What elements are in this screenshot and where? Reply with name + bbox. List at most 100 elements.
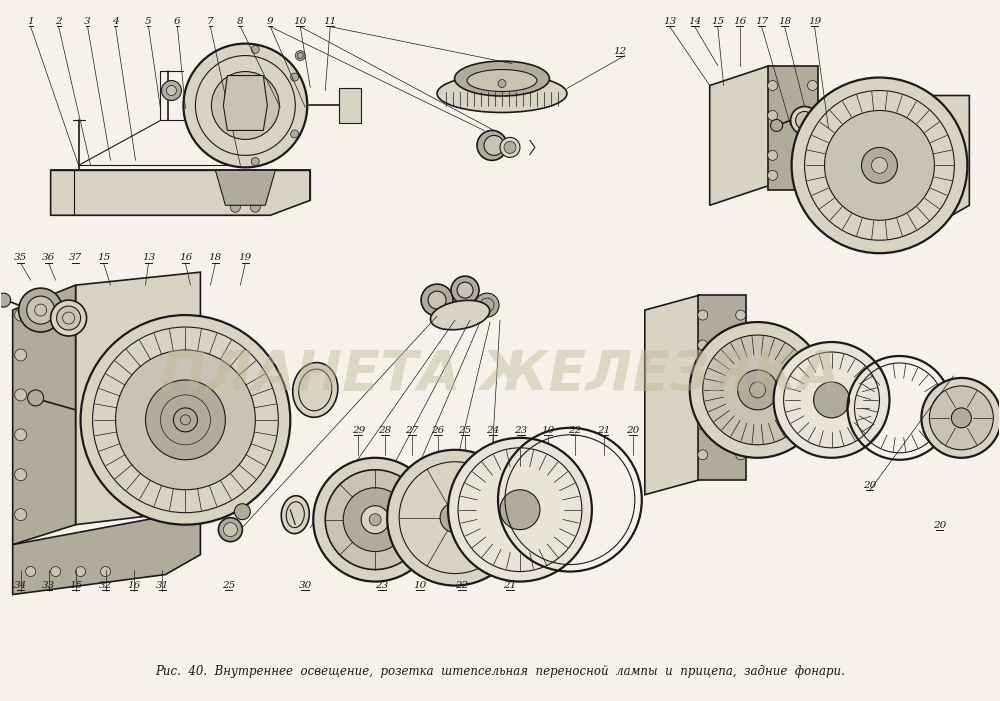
Text: Рис.  40.  Внутреннее  освещение,  розетка  штепсельная  переносной  лампы  и  п: Рис. 40. Внутреннее освещение, розетка ш…: [155, 665, 845, 678]
Circle shape: [51, 300, 87, 336]
Circle shape: [698, 380, 708, 390]
Circle shape: [774, 342, 889, 458]
Circle shape: [26, 566, 36, 576]
Text: 20: 20: [863, 481, 876, 490]
Circle shape: [736, 380, 746, 390]
Polygon shape: [76, 272, 200, 524]
Text: 15: 15: [97, 253, 110, 262]
Text: 35: 35: [14, 253, 27, 262]
Text: 36: 36: [42, 253, 55, 262]
Circle shape: [921, 378, 1000, 458]
Text: 19: 19: [239, 253, 252, 262]
Circle shape: [51, 566, 61, 576]
Circle shape: [500, 490, 540, 530]
Polygon shape: [645, 295, 700, 495]
Bar: [339, 88, 361, 123]
Circle shape: [951, 408, 971, 428]
Circle shape: [768, 151, 778, 161]
Polygon shape: [934, 95, 969, 225]
Circle shape: [428, 291, 446, 309]
Circle shape: [808, 170, 818, 180]
Circle shape: [0, 293, 11, 307]
Ellipse shape: [437, 74, 567, 112]
Text: 10: 10: [294, 17, 307, 26]
Circle shape: [698, 450, 708, 460]
Text: 15: 15: [69, 580, 82, 590]
Text: 19: 19: [808, 17, 821, 26]
Circle shape: [736, 420, 746, 430]
Circle shape: [15, 509, 27, 521]
Text: 37: 37: [69, 253, 82, 262]
Circle shape: [421, 284, 453, 316]
Circle shape: [825, 111, 934, 220]
Circle shape: [116, 350, 255, 490]
Circle shape: [457, 282, 473, 298]
Circle shape: [814, 382, 850, 418]
Text: 23: 23: [376, 580, 389, 590]
Text: 12: 12: [613, 46, 626, 55]
Circle shape: [291, 73, 299, 81]
Text: 18: 18: [778, 17, 791, 26]
Circle shape: [736, 310, 746, 320]
Circle shape: [768, 81, 778, 90]
Circle shape: [440, 503, 470, 533]
Circle shape: [738, 370, 778, 410]
Circle shape: [796, 111, 814, 130]
Text: 22: 22: [455, 580, 469, 590]
Circle shape: [861, 147, 897, 184]
Circle shape: [703, 335, 813, 445]
Text: 4: 4: [112, 17, 119, 26]
Text: 25: 25: [222, 580, 235, 590]
Circle shape: [161, 81, 181, 100]
Circle shape: [504, 142, 516, 154]
Circle shape: [484, 135, 504, 156]
Circle shape: [28, 390, 44, 406]
Circle shape: [698, 340, 708, 350]
Text: 32: 32: [99, 580, 112, 590]
Circle shape: [387, 450, 523, 585]
Circle shape: [808, 81, 818, 90]
Polygon shape: [51, 170, 310, 215]
Circle shape: [451, 276, 479, 304]
Text: 21: 21: [597, 426, 610, 435]
Circle shape: [369, 514, 381, 526]
Bar: [768, 66, 818, 190]
Text: 26: 26: [431, 426, 445, 435]
Polygon shape: [13, 285, 76, 545]
Text: 11: 11: [324, 17, 337, 26]
Circle shape: [183, 43, 307, 168]
Circle shape: [250, 203, 260, 212]
Circle shape: [500, 137, 520, 158]
Circle shape: [291, 130, 299, 138]
Ellipse shape: [293, 362, 338, 417]
Text: 10: 10: [541, 426, 555, 435]
Text: 20: 20: [626, 426, 639, 435]
Circle shape: [27, 296, 55, 324]
Text: 18: 18: [209, 253, 222, 262]
Circle shape: [823, 123, 835, 135]
Circle shape: [791, 107, 819, 135]
Circle shape: [218, 517, 242, 542]
Text: 1: 1: [27, 17, 34, 26]
Text: 9: 9: [267, 17, 274, 26]
Text: 5: 5: [145, 17, 152, 26]
Circle shape: [211, 72, 279, 139]
Circle shape: [15, 469, 27, 481]
Circle shape: [361, 505, 389, 533]
Circle shape: [101, 566, 111, 576]
Circle shape: [771, 119, 783, 131]
Circle shape: [343, 488, 407, 552]
Circle shape: [230, 203, 240, 212]
Text: 13: 13: [663, 17, 676, 26]
Circle shape: [871, 158, 887, 173]
Ellipse shape: [430, 300, 490, 329]
Circle shape: [698, 310, 708, 320]
Circle shape: [768, 170, 778, 180]
Text: 3: 3: [84, 17, 91, 26]
Circle shape: [698, 420, 708, 430]
Bar: [698, 295, 746, 479]
Polygon shape: [215, 170, 275, 205]
Circle shape: [234, 504, 250, 519]
Text: 15: 15: [711, 17, 724, 26]
Circle shape: [223, 523, 237, 537]
